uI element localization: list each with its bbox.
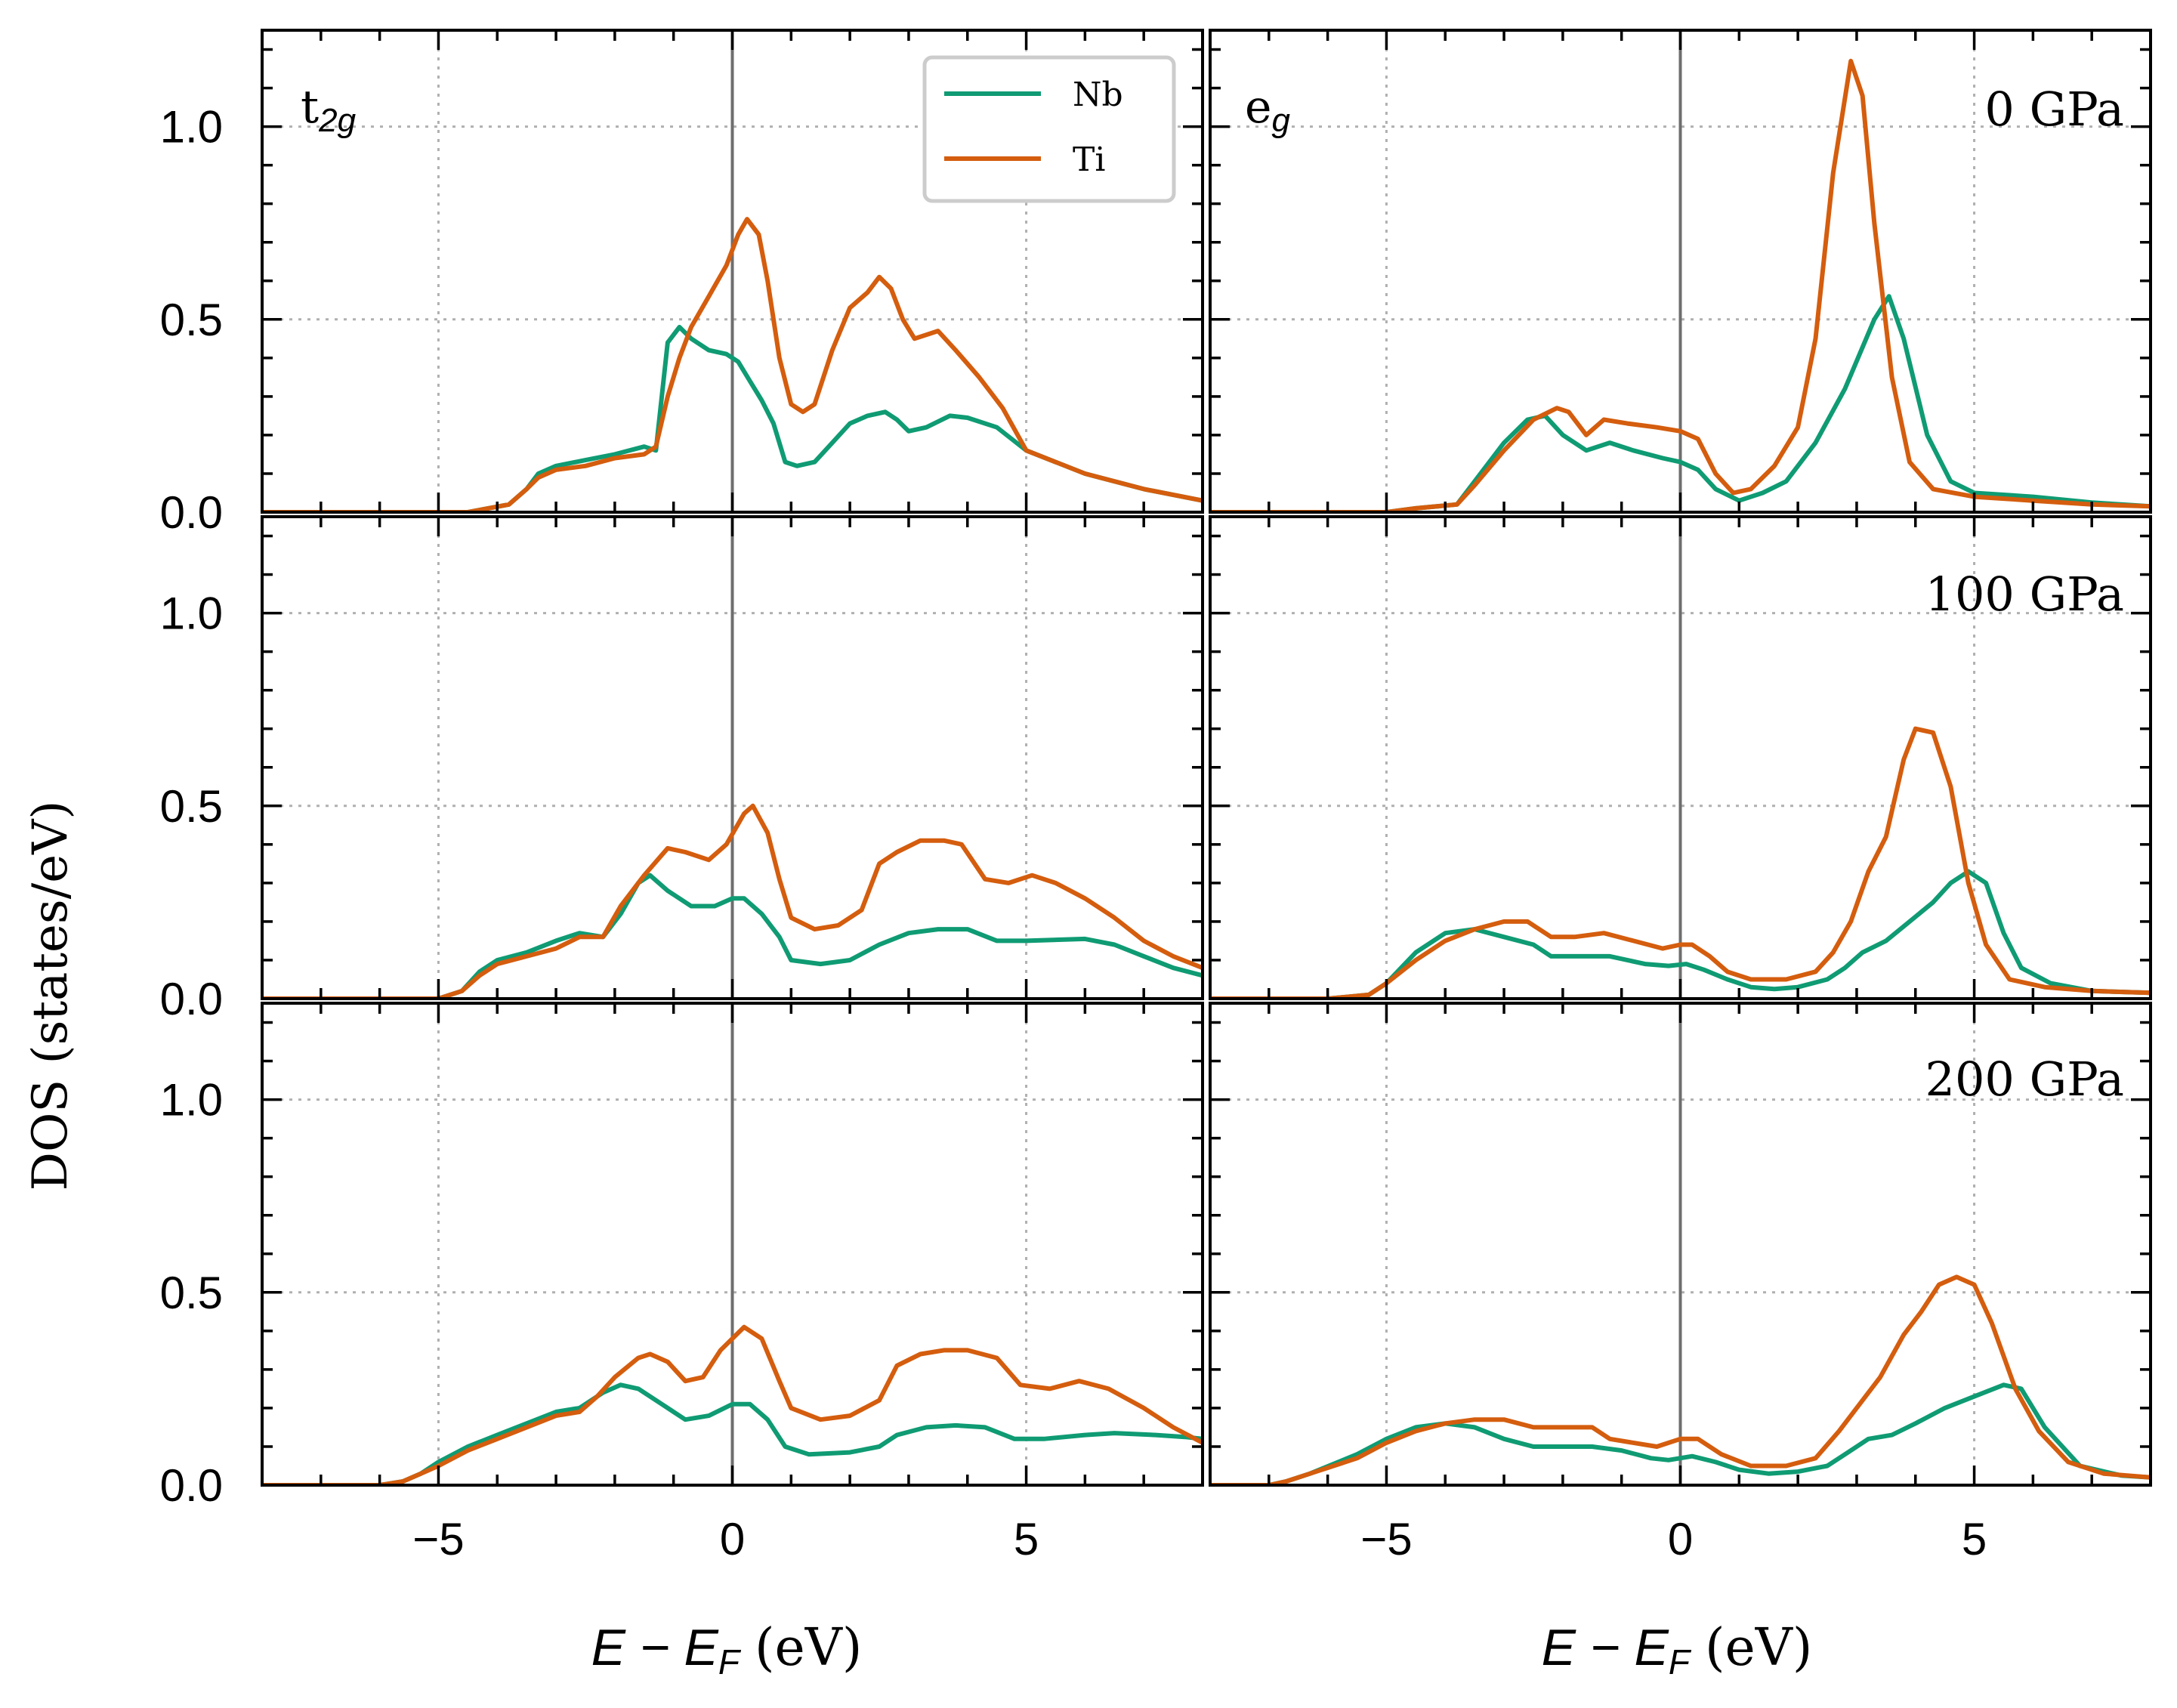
series-nb-line	[262, 325, 1203, 512]
y-tick-label: 1.0	[160, 102, 223, 153]
x-tick-label: 5	[1014, 1514, 1039, 1564]
y-tick-label: 1.0	[160, 1075, 223, 1126]
series-ti-line	[262, 217, 1203, 512]
pressure-label-100gpa: 100 GPa	[1925, 567, 2124, 622]
panel-t2g-100gpa: 0.0 0.5 1.0	[160, 515, 1204, 1024]
x-tick-label: 0	[1668, 1514, 1693, 1564]
panel-eg-200gpa: −5 0 5	[1209, 1002, 2152, 1564]
x-tick-label: −5	[412, 1514, 464, 1564]
series-nb-line	[1210, 869, 2151, 999]
x-tick-label: −5	[1360, 1514, 1412, 1564]
panel-eg-0gpa	[1209, 29, 2152, 514]
series-ti-line	[1210, 58, 2151, 512]
series-nb-line	[1210, 294, 2151, 512]
x-tick-label: 5	[1962, 1514, 1987, 1564]
y-tick-label: 0.5	[160, 1268, 223, 1318]
x-axis-label-left: E − EF (eV)	[591, 1618, 863, 1682]
legend-ti-label: Ti	[1073, 141, 1105, 179]
series-ti-line	[262, 803, 1203, 999]
t2g-label: t2g	[301, 81, 357, 139]
panel-t2g-0gpa: 0.0 0.5 1.0	[160, 29, 1204, 538]
y-tick-label: 0.5	[160, 781, 223, 832]
x-tick-label: 0	[720, 1514, 745, 1564]
pressure-label-200gpa: 200 GPa	[1925, 1052, 2124, 1107]
series-ti-line	[1210, 726, 2151, 999]
series-nb-line	[262, 873, 1203, 999]
panel-t2g-200gpa: 0.0 0.5 1.0 −5 0 5	[160, 1002, 1204, 1564]
series-ti-line	[262, 1324, 1203, 1485]
eg-label: eg	[1245, 81, 1291, 139]
x-axis-label-right: E − EF (eV)	[1542, 1618, 1813, 1682]
series-nb-line	[1210, 1382, 2151, 1485]
panel-eg-100gpa	[1209, 515, 2152, 1000]
y-tick-label: 0.0	[160, 1460, 223, 1511]
pressure-label-0gpa: 0 GPa	[1984, 82, 2124, 137]
legend-nb-label: Nb	[1073, 76, 1123, 114]
y-tick-label: 1.0	[160, 588, 223, 639]
y-tick-label: 0.0	[160, 487, 223, 538]
y-tick-label: 0.5	[160, 295, 223, 345]
y-axis-label: DOS (states/eV)	[23, 801, 79, 1191]
legend-box	[922, 55, 1176, 203]
y-tick-label: 0.0	[160, 974, 223, 1024]
series-nb-line	[262, 1382, 1203, 1485]
series-ti-line	[1210, 1274, 2151, 1485]
legend: Nb Ti	[922, 55, 1176, 203]
